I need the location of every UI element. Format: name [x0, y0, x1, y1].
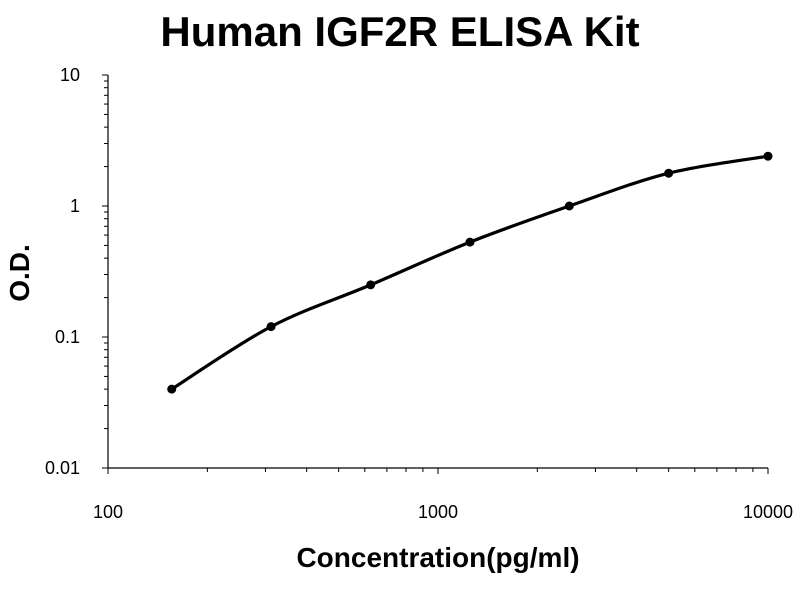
standard-curve-line — [170, 154, 770, 391]
data-point — [266, 322, 276, 332]
y-axis-label: O.D. — [4, 244, 35, 302]
data-point — [763, 151, 773, 161]
y-tick-label: 1 — [70, 196, 80, 216]
data-point — [664, 168, 674, 178]
points-layer — [167, 151, 773, 394]
x-axis-label: Concentration(pg/ml) — [296, 542, 580, 573]
y-tick-label: 0.01 — [45, 458, 80, 478]
ticks: 100 1000 10000 0.01 0.1 1 10 — [45, 65, 793, 522]
x-tick-label: 1000 — [418, 502, 458, 522]
chart-title: Human IGF2R ELISA Kit — [160, 8, 640, 55]
x-tick-label: 100 — [93, 502, 123, 522]
data-point — [366, 280, 376, 290]
data-point — [465, 237, 475, 247]
x-tick-label: 10000 — [743, 502, 793, 522]
curve-layer — [170, 154, 770, 391]
data-point — [167, 384, 177, 394]
y-tick-label: 10 — [60, 65, 80, 85]
data-point — [564, 201, 574, 211]
y-tick-label: 0.1 — [55, 327, 80, 347]
axes — [107, 75, 768, 469]
